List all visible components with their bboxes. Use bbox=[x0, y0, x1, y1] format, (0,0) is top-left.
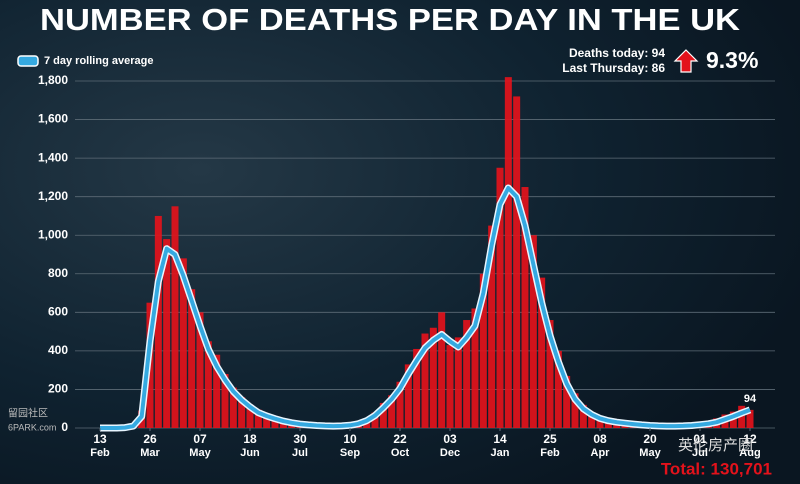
x-tick-month: Jul bbox=[692, 447, 708, 459]
x-tick-month: May bbox=[189, 447, 211, 459]
y-tick-label: 1,600 bbox=[38, 112, 68, 126]
bar bbox=[471, 308, 479, 428]
watermark: 英伦房产圈 bbox=[678, 436, 753, 454]
x-tick-label: 14 bbox=[493, 432, 507, 446]
bar bbox=[254, 409, 262, 428]
x-tick-month: May bbox=[639, 447, 661, 459]
bar bbox=[438, 312, 446, 428]
bar bbox=[746, 409, 754, 428]
bar bbox=[204, 341, 212, 428]
bar bbox=[454, 337, 462, 428]
bar bbox=[188, 289, 196, 428]
deaths-today: Deaths today: 94 bbox=[569, 46, 665, 60]
change: 9.3% bbox=[706, 47, 758, 73]
bar bbox=[196, 312, 204, 428]
bar bbox=[388, 395, 396, 428]
bar bbox=[579, 404, 587, 428]
plot bbox=[75, 77, 775, 432]
x-tick-month: Feb bbox=[90, 447, 110, 459]
x-tick-label: 10 bbox=[343, 432, 357, 446]
bar bbox=[404, 364, 412, 428]
end-label: 94 bbox=[744, 393, 757, 405]
y-tick-label: 600 bbox=[48, 305, 68, 319]
bar bbox=[479, 273, 487, 428]
y-tick-label: 1,200 bbox=[38, 189, 68, 203]
x-tick-label: 20 bbox=[643, 432, 657, 446]
bar bbox=[371, 412, 379, 428]
x-tick-label: 30 bbox=[293, 432, 307, 446]
bar bbox=[154, 215, 162, 428]
y-tick-label: 1,800 bbox=[38, 73, 68, 87]
x-tick-label: 01 bbox=[693, 432, 707, 446]
x-tick-month: Mar bbox=[140, 447, 160, 459]
x-tick-label: 13 bbox=[93, 432, 107, 446]
y-tick-label: 1,000 bbox=[38, 227, 68, 241]
bar bbox=[221, 374, 229, 428]
bar bbox=[571, 393, 579, 428]
bar bbox=[529, 235, 537, 428]
bar bbox=[504, 77, 512, 429]
bar bbox=[546, 320, 554, 428]
bar bbox=[538, 277, 546, 428]
legend-swatch bbox=[17, 55, 39, 67]
chart-title: NUMBER OF DEATHS PER DAY IN THE UK bbox=[40, 2, 741, 37]
legend-label: 7 day rolling average bbox=[44, 55, 153, 67]
bar bbox=[379, 402, 387, 428]
bar bbox=[163, 239, 171, 428]
x-tick-label: 07 bbox=[193, 432, 207, 446]
bar bbox=[738, 405, 746, 428]
x-tick-month: Jan bbox=[491, 447, 510, 459]
bar bbox=[521, 187, 529, 428]
bar bbox=[446, 345, 454, 428]
total: Total: 130,701 bbox=[661, 459, 772, 478]
bar bbox=[396, 381, 404, 428]
x-tick-month: Feb bbox=[540, 447, 560, 459]
last-thursday: Last Thursday: 86 bbox=[562, 61, 665, 75]
x-tick-label: 08 bbox=[593, 432, 607, 446]
x-tick-label: 18 bbox=[243, 432, 257, 446]
y-tick-label: 800 bbox=[48, 266, 68, 280]
bar bbox=[463, 320, 471, 428]
x-tick-month: Sep bbox=[340, 447, 360, 459]
y-tick-label: 400 bbox=[48, 343, 68, 357]
bar bbox=[179, 258, 187, 428]
x-tick-month: Apr bbox=[591, 447, 611, 459]
bar bbox=[246, 404, 254, 428]
bar bbox=[271, 417, 279, 428]
x-tick-label: 12 bbox=[743, 432, 757, 446]
x-tick-label: 03 bbox=[443, 432, 457, 446]
bar bbox=[238, 397, 246, 428]
x-tick-month: Jul bbox=[292, 447, 308, 459]
y-tick-label: 200 bbox=[48, 382, 68, 396]
x-tick-month: Jun bbox=[240, 447, 260, 459]
line bbox=[100, 186, 751, 430]
bar bbox=[213, 354, 221, 428]
bar bbox=[229, 387, 237, 428]
x-tick-month: Oct bbox=[391, 447, 410, 459]
bar bbox=[429, 327, 437, 428]
x-tick-label: 25 bbox=[543, 432, 557, 446]
y-tick-label: 1,400 bbox=[38, 150, 68, 164]
x-tick-month: Aug bbox=[739, 447, 760, 459]
bar bbox=[263, 414, 271, 428]
bar bbox=[496, 167, 504, 428]
y-tick-label: 0 bbox=[61, 420, 68, 434]
x-tick-month: Dec bbox=[440, 447, 460, 459]
bar bbox=[413, 348, 421, 428]
bar bbox=[563, 375, 571, 428]
watermark: 6PARK.com bbox=[8, 422, 56, 432]
bar bbox=[513, 96, 521, 428]
bar bbox=[421, 333, 429, 428]
x-tick-label: 22 bbox=[393, 432, 407, 446]
bar bbox=[588, 412, 596, 428]
bar bbox=[488, 225, 496, 428]
bar bbox=[554, 350, 562, 428]
bar bbox=[596, 416, 604, 428]
up-arrow bbox=[673, 49, 699, 73]
x-tick-label: 26 bbox=[143, 432, 157, 446]
watermark: 留园社区 bbox=[8, 407, 48, 420]
bar bbox=[171, 206, 179, 428]
